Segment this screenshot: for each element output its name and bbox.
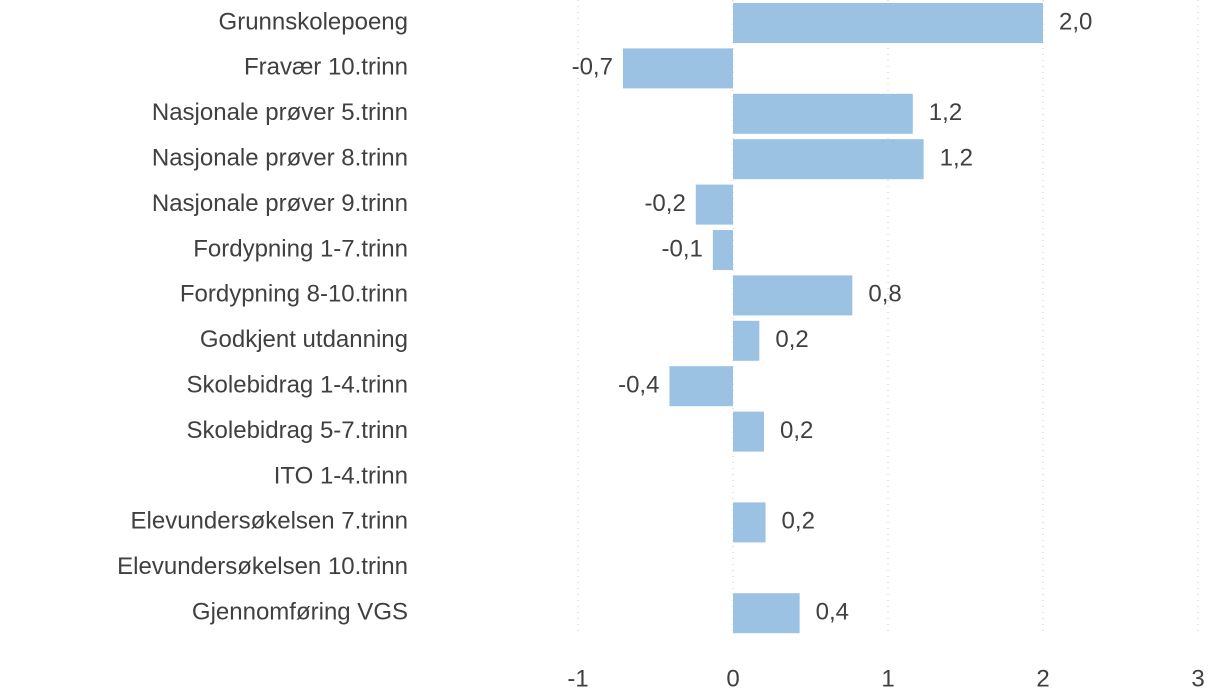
y-tick-label: Fravær 10.trinn	[244, 54, 408, 81]
bar	[733, 502, 766, 543]
bar	[733, 275, 853, 316]
data-label: 0,2	[780, 417, 813, 444]
bar	[695, 184, 733, 225]
data-label: -0,2	[644, 190, 685, 217]
y-tick-label: Fordypning 1-7.trinn	[193, 235, 408, 262]
y-tick-label: Nasjonale prøver 8.trinn	[152, 145, 408, 172]
bar	[669, 366, 733, 407]
y-tick-label: Godkjent utdanning	[200, 326, 408, 353]
y-tick-label: Grunnskolepoeng	[219, 8, 408, 35]
data-label: 0,8	[868, 281, 901, 308]
y-tick-label: Skolebidrag 5-7.trinn	[187, 417, 408, 444]
data-label: 0,4	[816, 599, 849, 626]
bar	[733, 139, 924, 180]
data-label: 1,2	[929, 99, 962, 126]
y-tick-label: ITO 1-4.trinn	[274, 462, 408, 489]
data-label: -0,4	[618, 372, 659, 399]
bar	[712, 230, 733, 270]
data-label: 0,2	[775, 326, 808, 353]
bar	[733, 411, 764, 452]
x-tick-label: 0	[726, 665, 739, 692]
y-tick-label: Elevundersøkelsen 7.trinn	[131, 508, 408, 535]
bar	[622, 48, 733, 89]
y-tick-label: Elevundersøkelsen 10.trinn	[117, 553, 408, 580]
bar	[733, 3, 1043, 43]
data-label: 0,2	[782, 508, 815, 535]
y-tick-label: Nasjonale prøver 5.trinn	[152, 99, 408, 126]
bar	[733, 320, 760, 361]
data-label: -0,7	[572, 54, 613, 81]
y-tick-label: Fordypning 8-10.trinn	[180, 281, 408, 308]
data-label: 2,0	[1059, 8, 1092, 35]
data-label: 1,2	[940, 145, 973, 172]
y-tick-label: Nasjonale prøver 9.trinn	[152, 190, 408, 217]
x-tick-label: 1	[881, 665, 894, 692]
x-tick-label: 2	[1036, 665, 1049, 692]
x-tick-label: 3	[1191, 665, 1204, 692]
bar	[733, 93, 913, 134]
y-tick-label: Gjennomføring VGS	[192, 599, 408, 626]
y-tick-label: Skolebidrag 1-4.trinn	[187, 372, 408, 399]
bar	[733, 593, 800, 634]
x-tick-label: -1	[567, 665, 588, 692]
data-label: -0,1	[661, 235, 702, 262]
